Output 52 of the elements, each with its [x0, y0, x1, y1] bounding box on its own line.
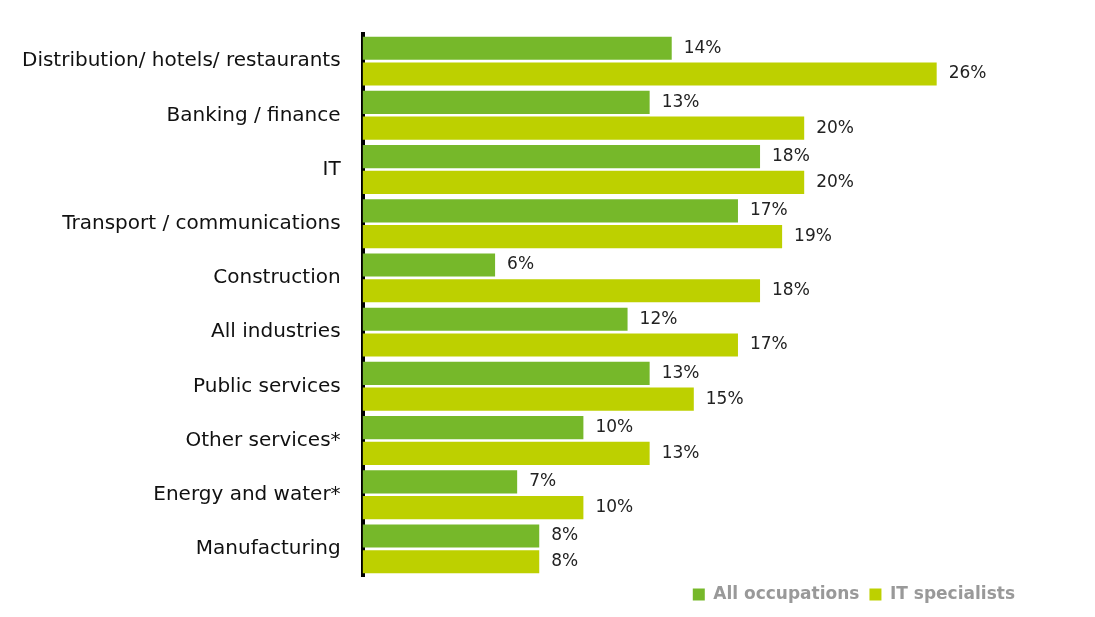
bar [362, 279, 761, 303]
data-label: 20% [816, 170, 854, 191]
bar [362, 145, 761, 169]
data-label: 13% [661, 441, 700, 462]
data-label: 10% [595, 416, 634, 437]
data-label: 12% [639, 307, 678, 328]
y-tick-label: Transport / communications [61, 209, 341, 234]
data-label: 13% [661, 361, 700, 382]
bar [362, 524, 540, 548]
bar [362, 36, 672, 60]
data-label: 6% [507, 253, 535, 274]
data-label: 8% [551, 524, 579, 545]
data-label: 19% [794, 224, 832, 245]
bar [362, 62, 937, 86]
data-label: 7% [529, 470, 557, 491]
bar [362, 495, 584, 520]
bar [362, 333, 738, 357]
bar [362, 361, 650, 386]
y-tick-label: Distribution/ hotels/ restaurants [21, 47, 341, 72]
bar [362, 387, 694, 411]
data-label: 20% [816, 116, 854, 137]
data-label: 18% [772, 279, 810, 300]
y-tick-label: Construction [213, 264, 341, 289]
bar [362, 550, 540, 574]
y-tick-label: IT [322, 155, 342, 180]
bar [362, 441, 650, 465]
y-tick-label: Energy and water* [153, 480, 341, 505]
data-label: 14% [683, 36, 722, 57]
y-tick-label: All industries [211, 318, 341, 343]
y-tick-label: Banking / finance [166, 101, 341, 126]
bar [362, 416, 584, 440]
legend-label: IT specialists [889, 582, 1016, 603]
data-label: 17% [749, 333, 788, 354]
data-label: 17% [749, 199, 788, 220]
y-tick-label: Public services [192, 372, 341, 397]
data-label: 18% [772, 145, 810, 166]
data-label: 13% [661, 90, 700, 111]
legend-label: All occupations [713, 582, 860, 603]
data-label: 26% [948, 62, 987, 83]
y-tick-label: Manufacturing [195, 535, 341, 560]
bar [362, 199, 738, 223]
data-label: 15% [705, 387, 744, 408]
bar [362, 224, 783, 249]
bar [362, 470, 518, 494]
data-label: 10% [595, 495, 634, 516]
bar [362, 253, 496, 277]
y-tick-label: Other services* [185, 426, 341, 451]
bar [362, 170, 805, 194]
bar [362, 116, 805, 140]
bar [362, 307, 628, 331]
bar [362, 90, 650, 115]
data-label: 8% [551, 550, 579, 571]
